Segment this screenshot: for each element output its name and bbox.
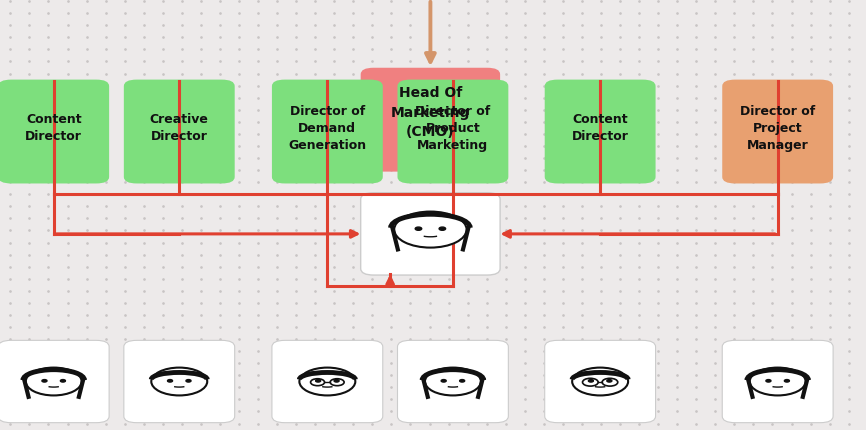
FancyBboxPatch shape xyxy=(272,341,383,423)
FancyBboxPatch shape xyxy=(397,341,508,423)
Circle shape xyxy=(572,368,628,396)
Circle shape xyxy=(415,227,422,231)
Circle shape xyxy=(334,380,339,382)
Circle shape xyxy=(425,368,481,396)
Circle shape xyxy=(439,227,446,231)
Circle shape xyxy=(61,380,66,382)
Circle shape xyxy=(607,380,612,382)
FancyBboxPatch shape xyxy=(360,194,501,276)
Circle shape xyxy=(588,380,593,382)
Circle shape xyxy=(186,380,191,382)
Text: Content
Director: Content Director xyxy=(572,113,629,143)
FancyBboxPatch shape xyxy=(545,80,656,184)
Circle shape xyxy=(460,380,465,382)
Circle shape xyxy=(394,212,467,248)
Circle shape xyxy=(26,368,81,396)
Text: Director of
Project
Manager: Director of Project Manager xyxy=(740,104,815,151)
Circle shape xyxy=(152,368,207,396)
FancyBboxPatch shape xyxy=(124,341,235,423)
Circle shape xyxy=(441,380,446,382)
FancyBboxPatch shape xyxy=(0,80,109,184)
Circle shape xyxy=(785,380,790,382)
Text: Content
Director: Content Director xyxy=(25,113,82,143)
Text: Director of
Demand
Generation: Director of Demand Generation xyxy=(288,104,366,151)
FancyBboxPatch shape xyxy=(272,80,383,184)
FancyBboxPatch shape xyxy=(722,341,833,423)
Circle shape xyxy=(315,380,320,382)
FancyBboxPatch shape xyxy=(124,80,235,184)
Circle shape xyxy=(766,380,771,382)
FancyBboxPatch shape xyxy=(397,80,508,184)
FancyBboxPatch shape xyxy=(360,69,501,172)
Circle shape xyxy=(167,380,172,382)
Text: Director of
Product
Marketing: Director of Product Marketing xyxy=(416,104,490,151)
Text: Head Of
Marketing
(CMO): Head Of Marketing (CMO) xyxy=(391,86,470,139)
FancyBboxPatch shape xyxy=(0,341,109,423)
Text: Creative
Director: Creative Director xyxy=(150,113,209,143)
FancyBboxPatch shape xyxy=(722,80,833,184)
Circle shape xyxy=(300,368,355,396)
Circle shape xyxy=(42,380,47,382)
Circle shape xyxy=(750,368,805,396)
FancyBboxPatch shape xyxy=(545,341,656,423)
